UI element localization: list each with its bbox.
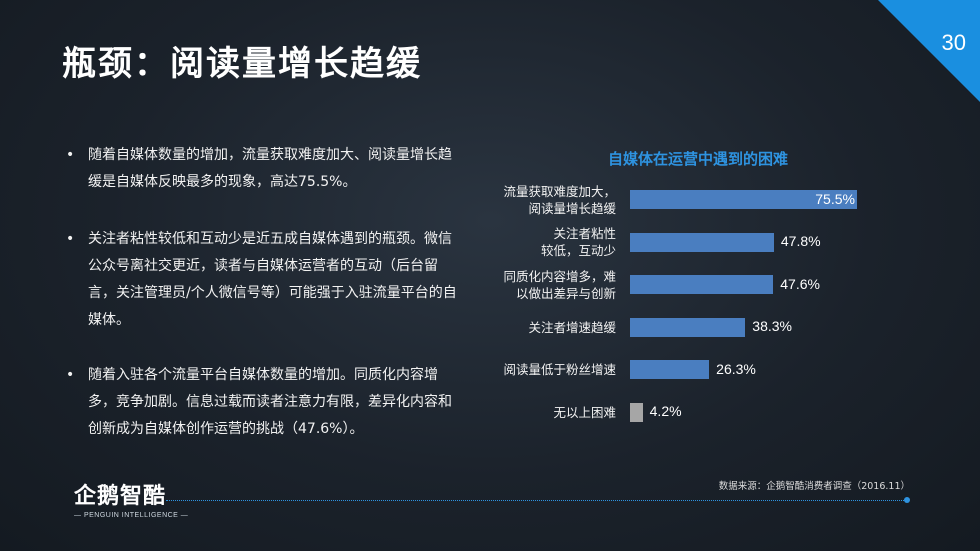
value-label: 38.3% [752,318,792,334]
bar [630,317,746,337]
value-label: 47.8% [780,233,821,249]
bar [630,402,643,422]
value-label: 26.3% [716,360,756,377]
bar [630,232,774,252]
bar [630,190,858,209]
bar [630,275,774,294]
bullet-dot-icon: • [66,147,75,163]
logo-subtitle: — PENGUIN INTELLIGENCE — [74,512,189,519]
category-label: 流量获取难度加大， 阅读量增长趋缓 [503,183,616,216]
corner-triangle [878,0,980,102]
category-label: 无以上困难 [553,404,616,420]
bullet-item: • 随着入驻各个流量平台自媒体数量的增加。同质化内容增多，竞争加剧。信息过载而读… [62,362,462,443]
bullet-item: • 随着自媒体数量的增加，流量获取难度加大、阅读量增长趋缓是自媒体反映最多的现象… [62,142,462,196]
bullet-item: • 关注者粘性较低和互动少是近五成自媒体遇到的瓶颈。微信公众号离社交更近，读者与… [62,226,462,334]
footer-rule-dot [904,497,910,503]
chart-title: 自媒体在运营中遇到的困难 [608,150,789,168]
category-label: 关注者增速趋缓 [528,319,616,335]
value-label: 47.6% [780,275,820,292]
bullet-dot-icon: • [66,231,75,247]
data-source: 数据来源：企鹅智酷消费者调查（2016.11） [718,481,910,492]
value-label: 75.5% [815,190,855,207]
bullet-text: 随着自媒体数量的增加，流量获取难度加大、阅读量增长趋缓是自媒体反映最多的现象，高… [88,147,452,190]
bullet-text: 关注者粘性较低和互动少是近五成自媒体遇到的瓶颈。微信公众号离社交更近，读者与自媒… [88,231,457,328]
category-label: 同质化内容增多，难 以做出差异与创新 [503,268,616,301]
page-number: 30 [941,30,966,55]
category-label: 阅读量低于粉丝增速 [503,362,616,377]
page-title: 瓶颈：阅读量增长趋缓 [62,44,422,84]
category-label: 关注者粘性 较低，互动少 [540,226,616,258]
footer-rule [166,500,906,501]
logo: 企鹅智酷 [74,484,167,509]
value-label: 4.2% [649,403,682,419]
bar [630,360,710,379]
bullet-dot-icon: • [66,367,75,383]
bullet-text: 随着入驻各个流量平台自媒体数量的增加。同质化内容增多，竞争加剧。信息过载而读者注… [88,367,452,437]
